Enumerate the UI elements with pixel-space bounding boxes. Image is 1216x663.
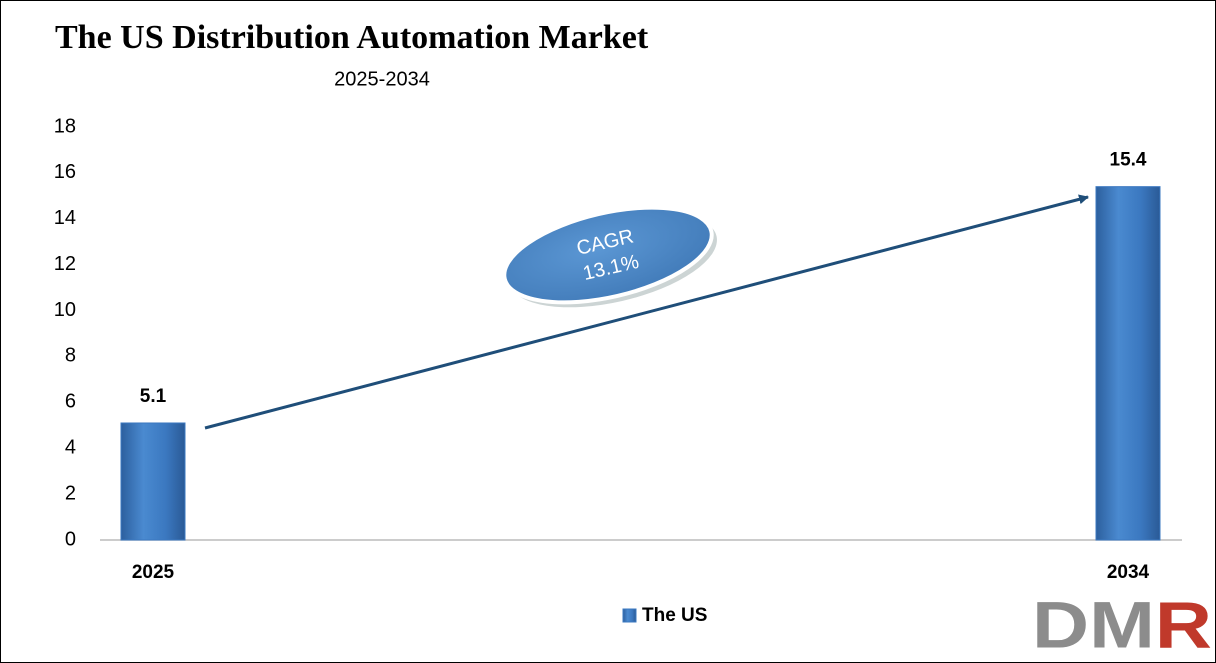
y-tick-label: 2: [65, 482, 76, 504]
x-tick-label: 2025: [132, 562, 175, 583]
y-tick-label: 14: [54, 207, 76, 229]
logo-text: DMR: [1032, 587, 1212, 661]
trend-arrow: [204, 194, 1089, 430]
value-label: 15.4: [1110, 150, 1147, 171]
cagr-bubble: CAGR 13.1%: [502, 205, 717, 308]
legend-swatch: [622, 608, 637, 623]
y-tick-label: 0: [65, 528, 76, 550]
y-tick-label: 4: [65, 437, 76, 459]
y-tick-label: 18: [54, 115, 76, 137]
y-tick-label: 8: [65, 345, 76, 367]
y-tick-label: 10: [54, 299, 76, 321]
x-tick-label: 2034: [1107, 562, 1150, 583]
legend-label: The US: [642, 605, 707, 626]
y-tick-label: 16: [54, 161, 76, 183]
bar: [120, 422, 186, 541]
bar: [1095, 186, 1161, 541]
logo: DMR DMR: [1032, 587, 1212, 661]
y-tick-label: 12: [54, 253, 76, 275]
value-label: 5.1: [140, 386, 167, 407]
y-tick-label: 6: [65, 391, 76, 413]
chart-subtitle: 2025-2034: [334, 68, 430, 90]
chart-title: The US Distribution Automation Market: [55, 19, 649, 56]
logo-text: DMR: [1032, 587, 1212, 661]
